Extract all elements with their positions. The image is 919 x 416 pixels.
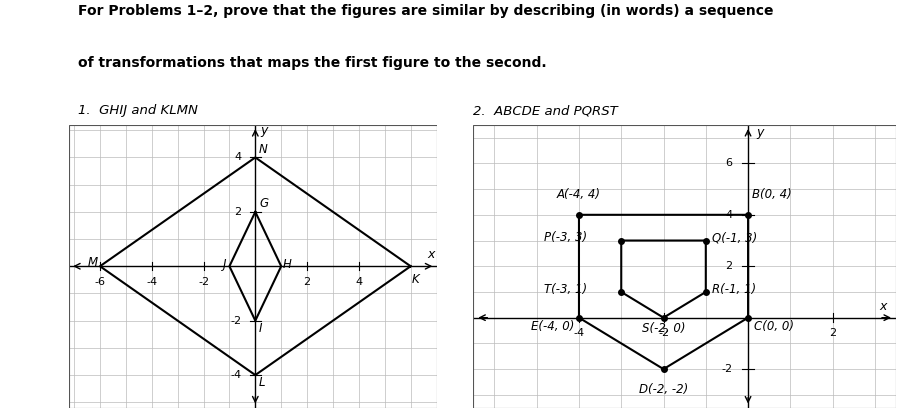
Text: A(-4, 4): A(-4, 4) <box>557 188 601 201</box>
Text: x: x <box>879 300 887 312</box>
Text: G: G <box>259 198 268 210</box>
Text: y: y <box>260 124 267 137</box>
Text: Q(-1, 3): Q(-1, 3) <box>712 231 757 245</box>
Text: C(0, 0): C(0, 0) <box>754 320 794 333</box>
Text: M: M <box>87 256 97 269</box>
Text: x: x <box>427 248 435 261</box>
Text: J: J <box>223 258 227 271</box>
Text: 6: 6 <box>725 158 732 168</box>
Text: -2: -2 <box>198 277 210 287</box>
Text: H: H <box>282 258 291 271</box>
Text: L: L <box>258 376 265 389</box>
Text: -2: -2 <box>721 364 732 374</box>
Text: of transformations that maps the first figure to the second.: of transformations that maps the first f… <box>78 56 547 70</box>
Text: P(-3, 3): P(-3, 3) <box>544 231 587 245</box>
Text: 2: 2 <box>829 328 836 338</box>
Text: For Problems 1–2, prove that the figures are similar by describing (in words) a : For Problems 1–2, prove that the figures… <box>78 4 774 18</box>
Text: D(-2, -2): D(-2, -2) <box>639 383 688 396</box>
Text: 4: 4 <box>356 277 362 287</box>
Text: -2: -2 <box>658 328 669 338</box>
Text: R(-1, 1): R(-1, 1) <box>712 283 756 296</box>
Text: B(0, 4): B(0, 4) <box>753 188 792 201</box>
Text: -4: -4 <box>573 328 584 338</box>
Text: S(-2, 0): S(-2, 0) <box>641 322 686 334</box>
Text: -4: -4 <box>146 277 157 287</box>
Text: -6: -6 <box>95 277 106 287</box>
Text: -4: -4 <box>231 370 242 380</box>
Text: 4: 4 <box>234 152 242 162</box>
Text: 2: 2 <box>303 277 311 287</box>
Text: E(-4, 0): E(-4, 0) <box>531 320 574 333</box>
Text: T(-3, 1): T(-3, 1) <box>544 283 587 296</box>
Text: -2: -2 <box>231 316 242 326</box>
Text: K: K <box>412 273 420 286</box>
Text: y: y <box>756 126 764 139</box>
Text: 4: 4 <box>725 210 732 220</box>
Text: 2: 2 <box>234 207 242 217</box>
Text: N: N <box>258 143 267 156</box>
Text: 2.  ABCDE and PQRST: 2. ABCDE and PQRST <box>473 104 618 117</box>
Text: 2: 2 <box>725 261 732 271</box>
Text: 1.  GHIJ and KLMN: 1. GHIJ and KLMN <box>78 104 198 117</box>
Text: I: I <box>258 322 262 335</box>
